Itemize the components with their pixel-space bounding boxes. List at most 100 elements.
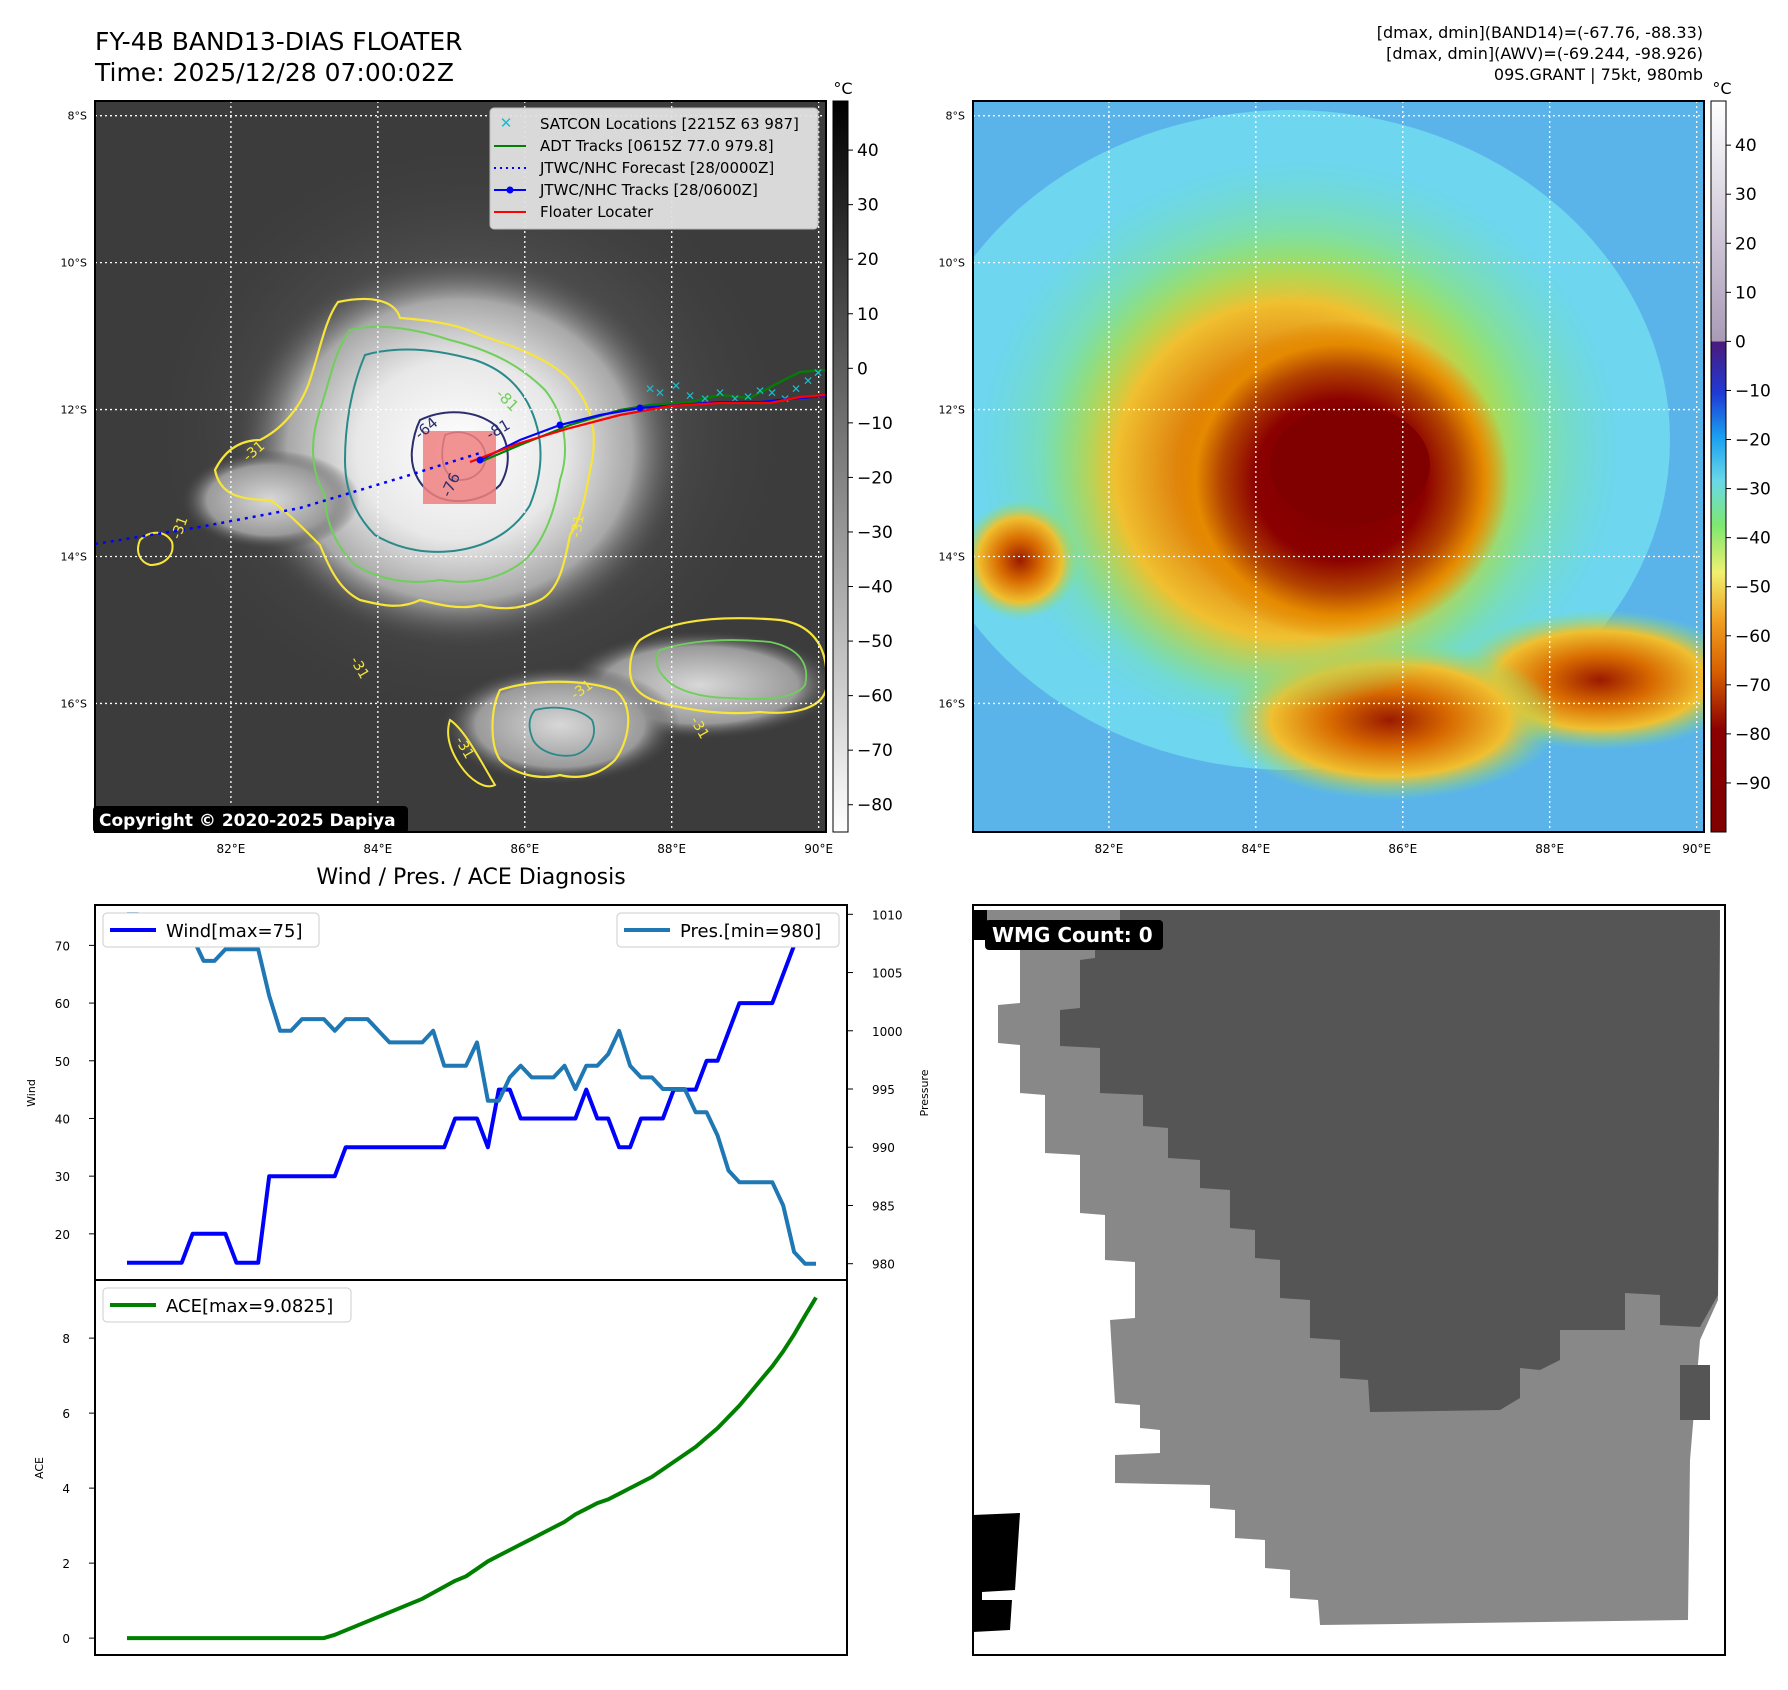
lon-tick-label: 88°E bbox=[1535, 842, 1564, 856]
contour-yellow-tail bbox=[447, 718, 497, 788]
colorbar-left-tick-label: 10 bbox=[857, 305, 879, 325]
map-title-line1: FY-4B BAND13-DIAS FLOATER bbox=[95, 27, 463, 56]
colorbar-right-tick-label: 0 bbox=[1735, 332, 1746, 352]
wmg-black-corner-top bbox=[973, 910, 987, 940]
pressure-series-line bbox=[127, 912, 816, 1266]
colorbar-left-tick-label: −70 bbox=[857, 741, 893, 761]
satcon-marker: ✕ bbox=[803, 374, 813, 388]
colorbar-right-tick-label: 20 bbox=[1735, 234, 1757, 254]
wmg-black-corner-bottom bbox=[973, 1513, 1020, 1632]
colorbar-right-tick-label: −60 bbox=[1735, 627, 1771, 647]
wind-ytick-label: 30 bbox=[55, 1170, 70, 1184]
pressure-ytick-label: 1010 bbox=[872, 908, 903, 922]
map-legend: ✕ SATCON Locations [2215Z 63 987] ADT Tr… bbox=[489, 107, 819, 230]
colorbar-right-tick-label: −80 bbox=[1735, 725, 1771, 745]
ace-ytick-label: 4 bbox=[62, 1482, 70, 1496]
wmg-dark-region bbox=[1060, 910, 1720, 1412]
wmg-frame bbox=[972, 904, 1726, 1656]
wind-ytick-label: 50 bbox=[55, 1055, 70, 1069]
adt-track bbox=[479, 368, 826, 464]
satcon-marker: ✕ bbox=[700, 392, 710, 406]
lon-tick-label: 90°E bbox=[804, 842, 833, 856]
lat-tick-label: 10°S bbox=[939, 257, 965, 270]
floater-locater-track bbox=[469, 393, 826, 464]
satcon-marker: ✕ bbox=[645, 382, 655, 396]
legend-label: Floater Locater bbox=[540, 203, 654, 221]
satcon-marker: ✕ bbox=[767, 386, 777, 400]
wind-series-line bbox=[127, 914, 816, 1265]
wmg-panel: WMG Count: 0 bbox=[973, 905, 1725, 1655]
colorbar-right-tick-label: 30 bbox=[1735, 185, 1757, 205]
wmg-count-badge bbox=[985, 920, 1163, 950]
map-tick-labels: 82°E 84°E 86°E 88°E 90°E 8°S 10°S 12°S 14°S 16°S 8… bbox=[61, 110, 1712, 856]
ace-series-line bbox=[127, 1296, 818, 1641]
legend-label: SATCON Locations [2215Z 63 987] bbox=[540, 115, 799, 133]
wind-legend: Wind[max=75] bbox=[102, 912, 320, 948]
jtwc-track-point bbox=[556, 421, 564, 429]
contour-green-band-east bbox=[655, 639, 808, 700]
lon-tick-label: 88°E bbox=[657, 842, 686, 856]
lon-tick-label: 84°E bbox=[363, 842, 392, 856]
lat-tick-label: 16°S bbox=[61, 697, 87, 710]
lat-tick-label: 10°S bbox=[61, 257, 87, 270]
satcon-marker: ✕ bbox=[685, 389, 695, 403]
colorbar-right-tick-label: −30 bbox=[1735, 480, 1771, 500]
map-gridlines-right bbox=[973, 101, 1704, 832]
colorbar-left-tick-label: −20 bbox=[857, 468, 893, 488]
pressure-axis-label: Pressure bbox=[918, 1069, 931, 1116]
colorbar-left-unit: °C bbox=[833, 79, 852, 98]
map-title-line2: Time: 2025/12/28 07:00:02Z bbox=[94, 58, 454, 87]
legend-label: ADT Tracks [0615Z 77.0 979.8] bbox=[540, 137, 774, 155]
pressure-ytick-label: 1005 bbox=[872, 967, 903, 981]
wind-axis-label: Wind bbox=[25, 1079, 38, 1107]
contour-yellow-main bbox=[213, 297, 595, 610]
stats-line1: [dmax, dmin](BAND14)=(-67.76, -88.33) bbox=[1377, 23, 1703, 42]
ace-ytick-label: 6 bbox=[62, 1407, 70, 1421]
pressure-legend-label: Pres.[min=980] bbox=[680, 921, 821, 942]
satcon-marker: ✕ bbox=[730, 392, 740, 406]
contour-yellow-band-south bbox=[491, 680, 630, 778]
colorbar-right-tick-label: −70 bbox=[1735, 676, 1771, 696]
colorbar-right-tick-label: −50 bbox=[1735, 578, 1771, 598]
lon-tick-label: 86°E bbox=[1388, 842, 1417, 856]
legend-label: JTWC/NHC Tracks [28/0600Z] bbox=[539, 181, 758, 199]
colorbar-right-tick-label: 10 bbox=[1735, 283, 1757, 303]
contour-teal-band-south bbox=[528, 706, 595, 757]
contour-green-main bbox=[312, 325, 566, 583]
colorbar-right-unit: °C bbox=[1712, 79, 1731, 98]
colorbar-left-tick-label: −40 bbox=[857, 578, 893, 598]
jtwc-forecast-track bbox=[95, 451, 481, 546]
ace-frame bbox=[94, 1279, 848, 1656]
colorbar-left-tick-label: −60 bbox=[857, 687, 893, 707]
awv-map-frame bbox=[972, 100, 1705, 833]
lat-tick-label: 12°S bbox=[939, 404, 965, 417]
satcon-marker: ✕ bbox=[655, 386, 665, 400]
contour-label: -31 bbox=[169, 514, 192, 541]
pressure-legend: Pres.[min=980] bbox=[616, 912, 840, 948]
lon-tick-label: 82°E bbox=[1094, 842, 1123, 856]
legend-label: JTWC/NHC Forecast [28/0000Z] bbox=[539, 159, 774, 177]
colorbar-left-tick-label: −80 bbox=[857, 796, 893, 816]
copyright-badge bbox=[93, 806, 408, 833]
lat-tick-label: 14°S bbox=[61, 550, 87, 563]
legend-dot-jtwc bbox=[506, 186, 514, 194]
ace-legend-label: ACE[max=9.0825] bbox=[166, 1296, 333, 1317]
satcon-marker: ✕ bbox=[791, 382, 801, 396]
wmg-count-label: WMG Count: 0 bbox=[992, 923, 1153, 947]
colorbar-left-tick-label: 0 bbox=[857, 359, 868, 379]
contour-yellow-west bbox=[137, 531, 174, 567]
colorbar-left-tick-label: 20 bbox=[857, 250, 879, 270]
pressure-ytick-label: 980 bbox=[872, 1258, 895, 1272]
lat-tick-label: 8°S bbox=[946, 110, 965, 123]
colorbar-right-tick-label: −90 bbox=[1735, 774, 1771, 794]
ir-map-frame bbox=[94, 100, 827, 833]
ace-axis-label: ACE bbox=[33, 1457, 46, 1479]
wind-ytick-label: 60 bbox=[55, 997, 70, 1011]
pressure-ytick-label: 995 bbox=[872, 1083, 895, 1097]
lat-tick-label: 16°S bbox=[939, 697, 965, 710]
satcon-marker: ✕ bbox=[715, 386, 725, 400]
satcon-marker: ✕ bbox=[743, 390, 753, 404]
colorbar-left-ticks: 40 30 20 10 0 −10 −20 −30 −40 −50 −60 −70 −80 bbox=[848, 141, 893, 816]
lat-tick-label: 14°S bbox=[939, 550, 965, 563]
jtwc-track-point bbox=[476, 456, 484, 464]
